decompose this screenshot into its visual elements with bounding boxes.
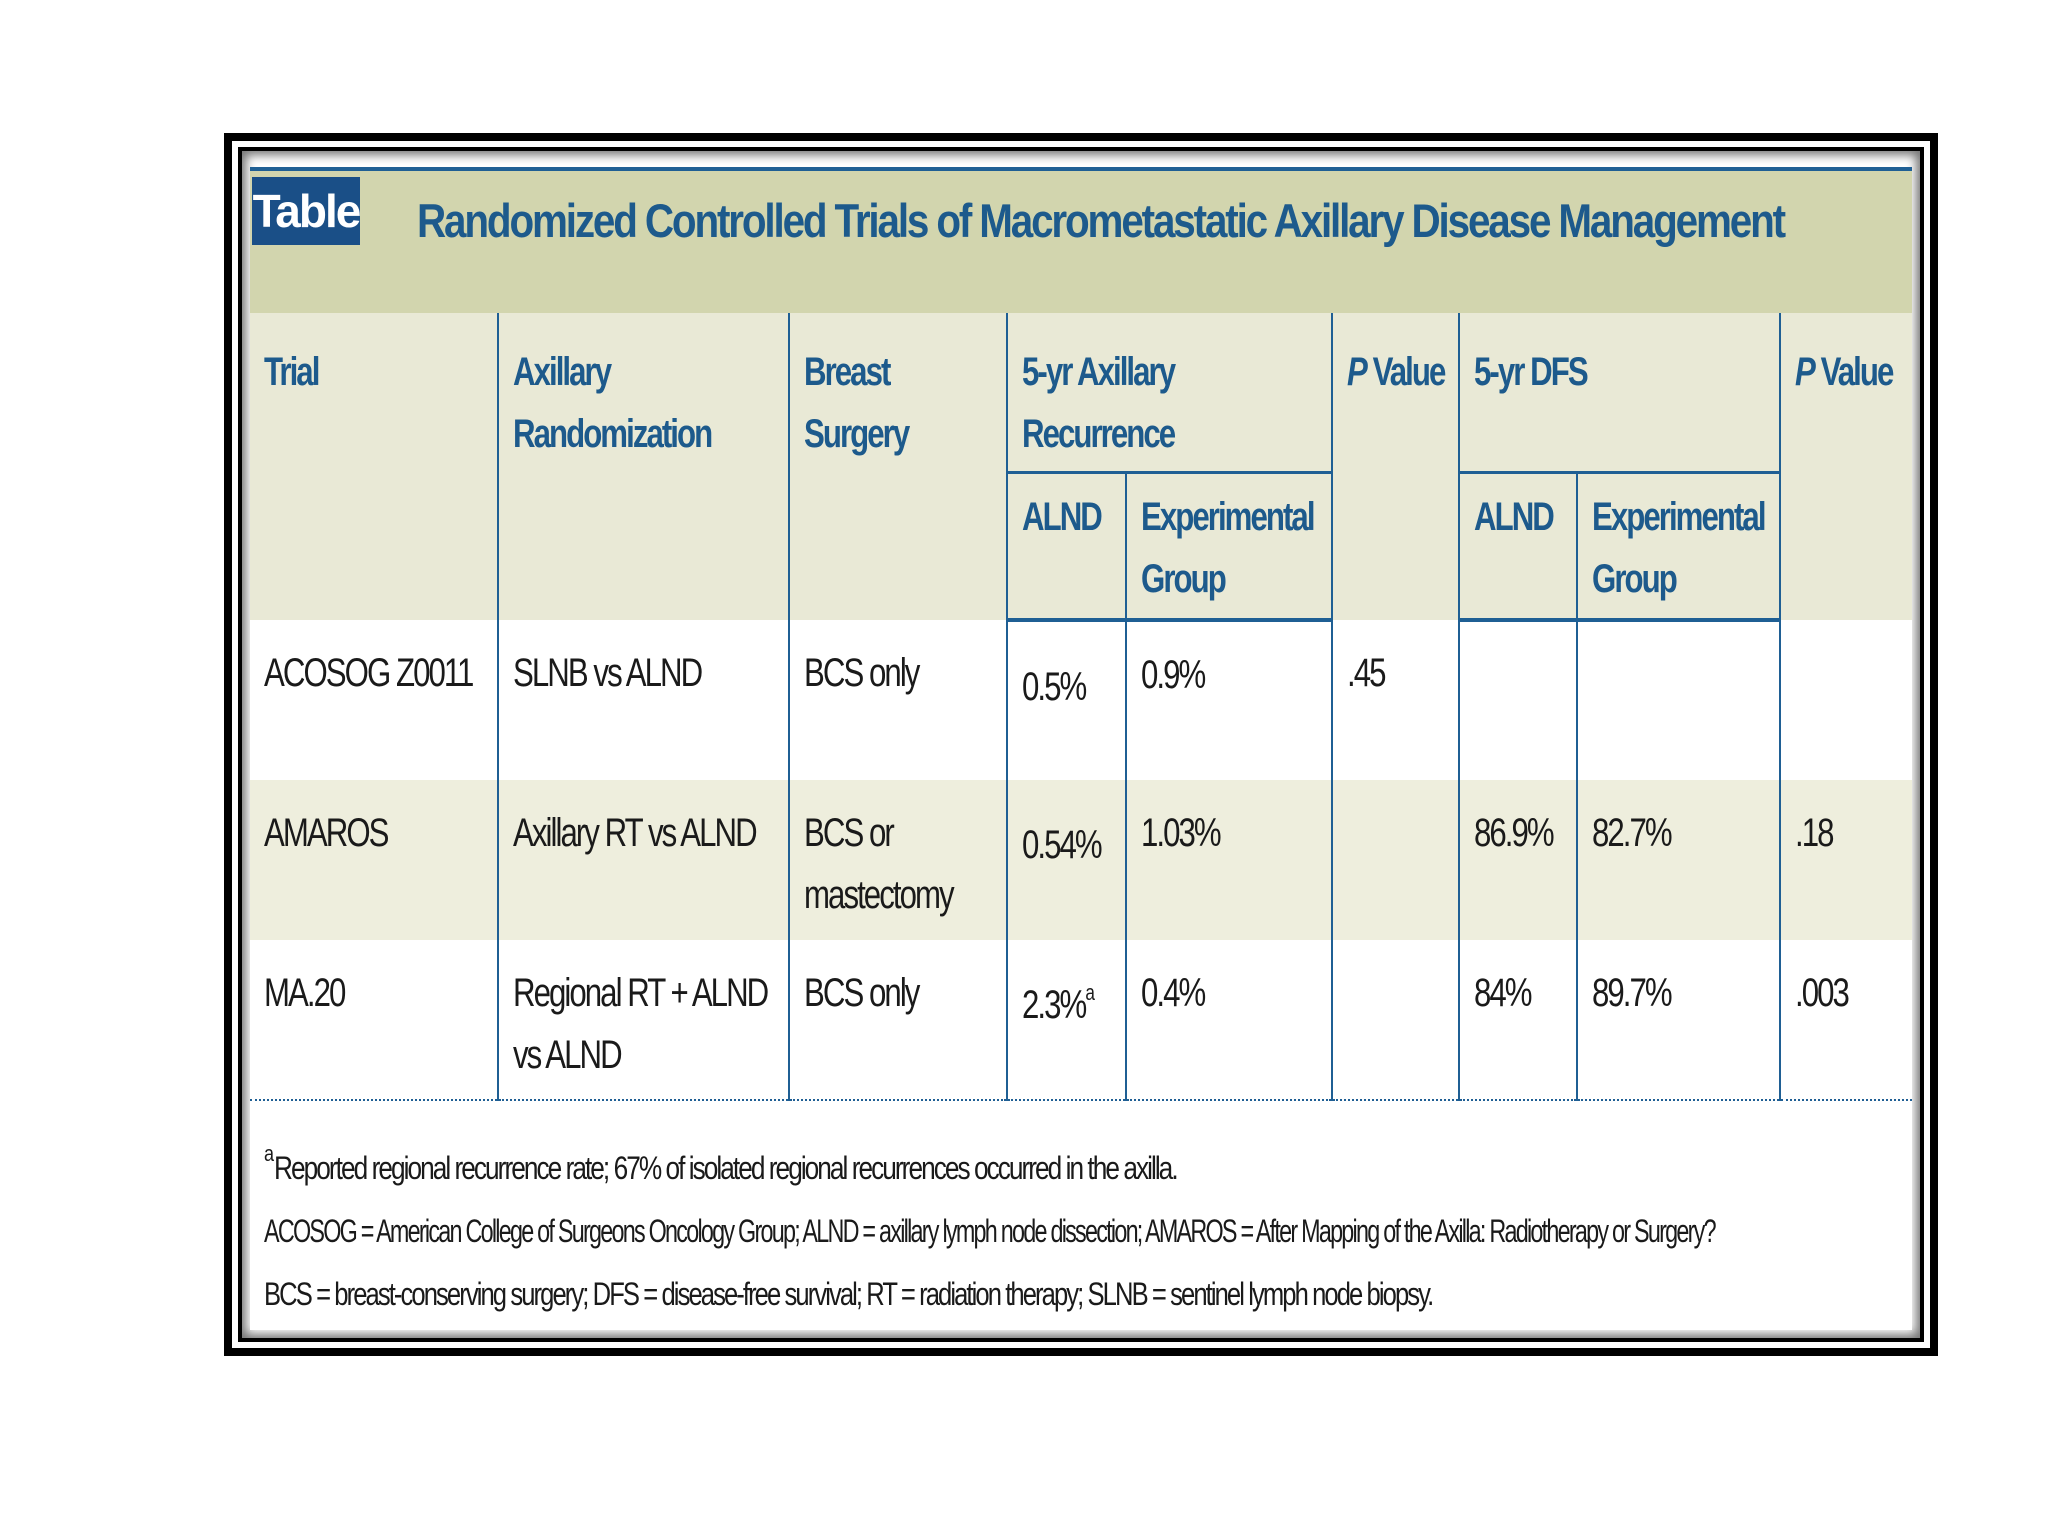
cell-p-value-1 (1331, 940, 1460, 1101)
cell-dfs-experimental: 82.7% (1576, 780, 1781, 940)
cell-randomization: Axillary RT vs ALND (497, 780, 790, 940)
header-p-value-2: P Value (1779, 313, 1912, 620)
table-title: Randomized Controlled Trials of Macromet… (417, 194, 1786, 247)
cell-dfs-experimental (1576, 620, 1781, 780)
cell-recurrence-alnd: 0.5% (1006, 620, 1127, 780)
footnote-a-marker: a (264, 1141, 275, 1166)
title-band: Table Randomized Controlled Trials of Ma… (250, 167, 1912, 313)
header-p-value-1: P Value (1331, 313, 1460, 620)
header-recurrence-alnd: ALND (1007, 471, 1127, 622)
cell-p-value-1 (1331, 780, 1460, 940)
footnote-marker: a (1085, 980, 1095, 1005)
cell-dfs-experimental: 89.7% (1576, 940, 1781, 1101)
header-axillary-randomization: Axillary Randomization (497, 313, 790, 620)
cell-recurrence-alnd: 0.54% (1006, 780, 1127, 940)
cell-recurrence-experimental: 1.03% (1125, 780, 1333, 940)
cell-randomization: Regional RT + ALND vs ALND (497, 940, 790, 1101)
table-tag: Table (252, 177, 361, 245)
cell-trial: MA.20 (250, 940, 499, 1101)
header-dfs-experimental: Experimental Group (1576, 471, 1780, 622)
footnote-abbreviations-2: BCS = breast-conserving surgery; DFS = d… (264, 1276, 1434, 1312)
cell-dfs-alnd: 86.9% (1458, 780, 1578, 940)
cell-trial: ACOSOG Z0011 (250, 620, 499, 780)
cell-surgery: BCS only (788, 620, 1008, 780)
header-trial: Trial (250, 313, 499, 620)
cell-p-value-2: .18 (1779, 780, 1912, 940)
cell-randomization: SLNB vs ALND (497, 620, 790, 780)
table-frame: Table Randomized Controlled Trials of Ma… (224, 133, 1938, 1356)
cell-p-value-1: .45 (1331, 620, 1460, 780)
footnote-a: aReported regional recurrence rate; 67% … (264, 1141, 1179, 1186)
cell-dfs-alnd (1458, 620, 1578, 780)
cell-recurrence-alnd: 2.3%a (1006, 940, 1127, 1101)
table-footnotes: aReported regional recurrence rate; 67% … (264, 1122, 1904, 1326)
cell-trial: AMAROS (250, 780, 499, 940)
cell-p-value-2: .003 (1779, 940, 1912, 1101)
cell-recurrence-experimental: 0.9% (1125, 620, 1333, 780)
table-row-acosog: ACOSOG Z0011 SLNB vs ALND BCS only 0.5% … (250, 620, 1912, 780)
header-dfs-alnd: ALND (1458, 471, 1578, 622)
header-breast-surgery: Breast Surgery (788, 313, 1008, 620)
cell-p-value-2 (1779, 620, 1912, 780)
trials-table: Trial Axillary Randomization Breast Surg… (250, 313, 1912, 1101)
footnote-abbreviations-1: ACOSOG = American College of Surgeons On… (264, 1213, 1717, 1249)
table-card: Table Randomized Controlled Trials of Ma… (250, 167, 1912, 1330)
header-recurrence-experimental: Experimental Group (1125, 471, 1333, 622)
table-row-ma20: MA.20 Regional RT + ALND vs ALND BCS only… (250, 940, 1912, 1101)
table-row-amaros: AMAROS Axillary RT vs ALND BCS or mastect… (250, 780, 1912, 940)
header-dfs: 5-yr DFS (1458, 313, 1781, 474)
cell-recurrence-experimental: 0.4% (1125, 940, 1333, 1101)
cell-surgery: BCS only (788, 940, 1008, 1101)
header-axillary-recurrence: 5-yr Axillary Recurrence (1006, 313, 1333, 474)
cell-dfs-alnd: 84% (1458, 940, 1578, 1101)
cell-surgery: BCS or mastectomy (788, 780, 1008, 940)
